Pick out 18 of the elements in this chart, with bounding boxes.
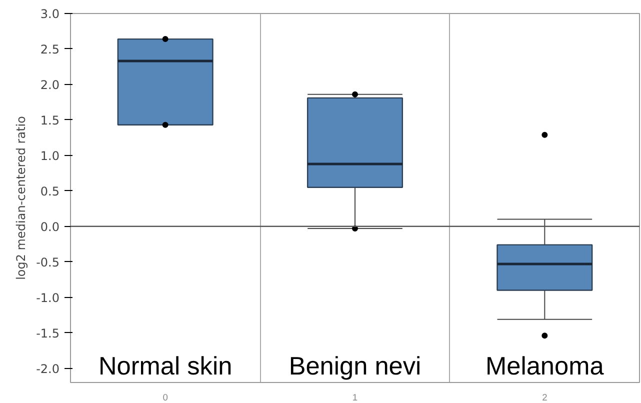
x-tick-label: 0 bbox=[162, 392, 168, 402]
y-tick-label: -1.0 bbox=[36, 290, 60, 305]
y-axis-title: log2 median-centered ratio bbox=[14, 116, 28, 280]
y-tick-label: -2.0 bbox=[36, 362, 60, 376]
annotation: Melanoma bbox=[486, 352, 605, 380]
annotation: Normal skin bbox=[98, 352, 232, 380]
y-tick-label: -1.5 bbox=[36, 326, 60, 340]
y-tick-label: 3.0 bbox=[40, 7, 60, 21]
annotation: Benign nevi bbox=[288, 352, 422, 380]
x-tick-label: 1 bbox=[352, 392, 358, 402]
x-tick-label: 2 bbox=[542, 392, 548, 402]
y-tick-label: 1.0 bbox=[40, 148, 60, 163]
y-tick-label: 2.5 bbox=[40, 42, 60, 56]
y-tick-label: 0.5 bbox=[40, 184, 60, 198]
y-tick-label: 2.0 bbox=[40, 78, 60, 92]
y-tick-label: -0.5 bbox=[36, 255, 60, 270]
y-tick-label: 1.5 bbox=[40, 113, 60, 128]
y-tick-label: 0.0 bbox=[40, 220, 60, 234]
